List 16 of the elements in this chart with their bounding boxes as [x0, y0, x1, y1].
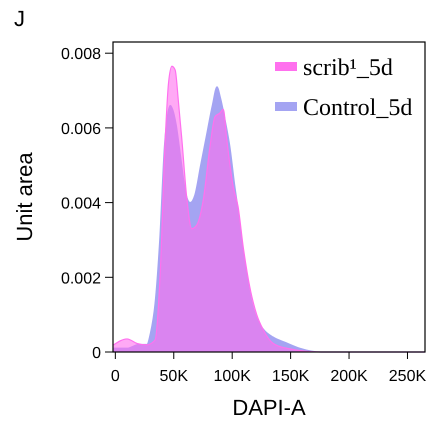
- legend-label: Control_5d: [303, 95, 412, 121]
- y-tick-label: 0.004: [60, 196, 102, 213]
- x-tick-label: 100K: [214, 368, 252, 385]
- y-tick-label: 0.008: [60, 46, 102, 64]
- text: J: [14, 6, 25, 31]
- x-tick-label: 50K: [160, 368, 188, 385]
- x-tick-label: 0: [110, 368, 120, 385]
- y-tick-label: 0.006: [60, 120, 102, 138]
- legend-label: scrib¹_5d: [303, 55, 393, 81]
- x-axis-title: DAPI-A: [232, 395, 306, 420]
- y-tick-label: 0.002: [60, 270, 102, 288]
- x-tick-label: 200K: [330, 368, 368, 385]
- y-axis-title: Unit area: [12, 152, 37, 242]
- x-tick-label: 250K: [388, 368, 426, 385]
- y-tick-label: 0: [92, 345, 102, 362]
- x-tick-label: 150K: [272, 368, 310, 385]
